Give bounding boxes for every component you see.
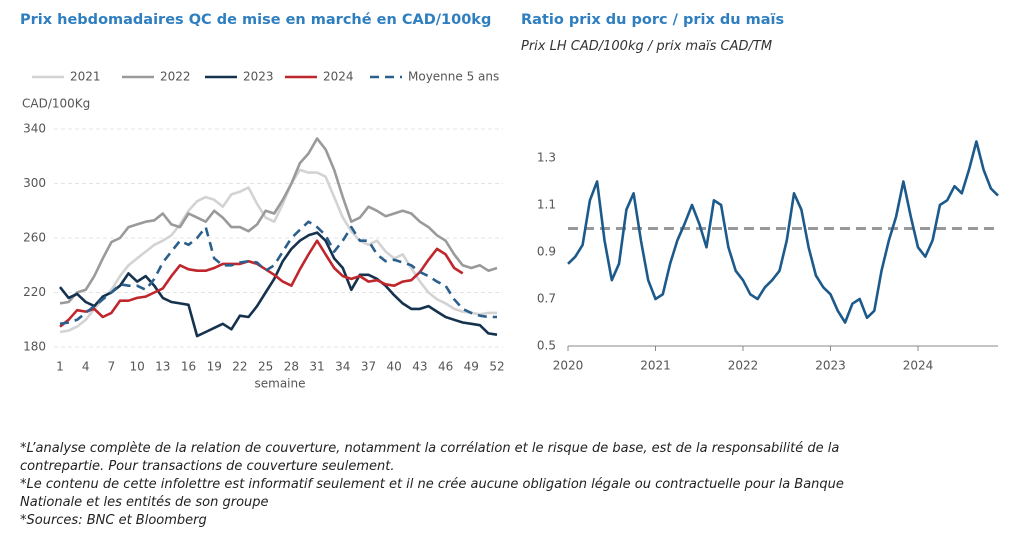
x-tick-label: 2024 bbox=[903, 359, 934, 373]
x-tick-label: 49 bbox=[464, 360, 479, 374]
footnote: *Le contenu de cette infolettre est info… bbox=[20, 477, 844, 510]
y-tick-label: 1.1 bbox=[537, 198, 556, 212]
x-tick-label: 25 bbox=[258, 360, 273, 374]
legend-label: 2023 bbox=[243, 70, 274, 84]
y-tick-label: 260 bbox=[23, 231, 46, 245]
x-tick-label: 2020 bbox=[553, 359, 584, 373]
legend-label: 2021 bbox=[70, 70, 101, 84]
x-tick-label: 40 bbox=[387, 360, 402, 374]
legend-label: Moyenne 5 ans bbox=[408, 70, 499, 84]
x-tick-label: 43 bbox=[412, 360, 427, 374]
x-tick-label: 2023 bbox=[815, 359, 846, 373]
x-tick-label: 2021 bbox=[640, 359, 671, 373]
chart-title: Ratio prix du porc / prix du maïs bbox=[521, 12, 784, 28]
y-tick-label: 300 bbox=[23, 176, 46, 190]
data-line bbox=[567, 140, 999, 324]
data-line bbox=[59, 220, 497, 326]
x-tick-label: 52 bbox=[489, 360, 504, 374]
y-axis-label: CAD/100Kg bbox=[22, 97, 90, 111]
x-tick-label: 7 bbox=[108, 360, 116, 374]
y-tick-label: 0.5 bbox=[537, 339, 556, 353]
x-tick-label: 31 bbox=[309, 360, 324, 374]
legend-label: 2024 bbox=[323, 70, 354, 84]
footnote: *Sources: BNC et Bloomberg bbox=[20, 513, 207, 528]
x-tick-label: 16 bbox=[181, 360, 196, 374]
y-tick-label: 180 bbox=[23, 340, 46, 354]
legend-label: 2022 bbox=[160, 70, 191, 84]
x-tick-label: 13 bbox=[155, 360, 170, 374]
charts: Prix hebdomadaires QC de mise en marché … bbox=[20, 12, 999, 391]
y-tick-label: 0.9 bbox=[537, 245, 556, 259]
x-tick-label: 37 bbox=[361, 360, 376, 374]
data-line bbox=[59, 137, 498, 305]
y-tick-label: 340 bbox=[23, 122, 46, 136]
y-tick-label: 220 bbox=[23, 285, 46, 299]
chart-subtitle: Prix LH CAD/100kg / prix maïs CAD/TM bbox=[521, 39, 772, 54]
x-tick-label: 4 bbox=[82, 360, 90, 374]
footnote: *L’analyse complète de la relation de co… bbox=[20, 441, 840, 474]
data-line bbox=[59, 168, 497, 334]
footnotes: *L’analyse complète de la relation de co… bbox=[20, 440, 880, 530]
x-tick-label: 2022 bbox=[728, 359, 759, 373]
y-tick-label: 1.3 bbox=[537, 151, 556, 165]
data-line bbox=[58, 231, 498, 338]
x-tick-label: 46 bbox=[438, 360, 453, 374]
chart-title: Prix hebdomadaires QC de mise en marché … bbox=[20, 12, 491, 28]
y-tick-label: 0.7 bbox=[537, 292, 556, 306]
x-tick-label: 28 bbox=[284, 360, 299, 374]
x-axis-label: semaine bbox=[255, 377, 306, 391]
x-tick-label: 34 bbox=[335, 360, 350, 374]
x-tick-label: 22 bbox=[232, 360, 247, 374]
x-tick-label: 10 bbox=[129, 360, 144, 374]
x-tick-label: 19 bbox=[207, 360, 222, 374]
x-tick-label: 1 bbox=[56, 360, 64, 374]
